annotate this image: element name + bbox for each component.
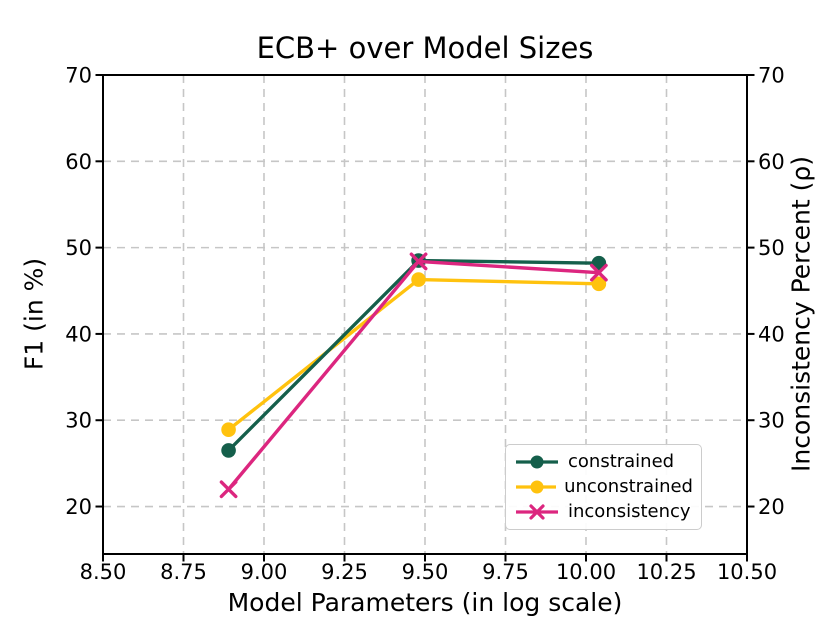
data-point-unconstrained <box>221 422 236 438</box>
legend-item-unconstrained: unconstrained <box>514 474 693 499</box>
x-tick-label: 9.00 <box>241 560 288 584</box>
data-point-constrained <box>221 443 236 458</box>
legend-item-constrained: constrained <box>514 449 693 474</box>
chart-title: ECB+ over Model Sizes <box>256 31 594 65</box>
y-tick-label-right: 60 <box>758 150 785 174</box>
data-point-inconsistency <box>219 480 238 499</box>
series-line-unconstrained <box>226 277 601 432</box>
y-tick-label-left: 70 <box>65 64 92 88</box>
legend-label: constrained <box>568 450 675 472</box>
y-axis-label-right: Inconsistency Percent (ρ) <box>786 155 816 473</box>
y-tick-label-left: 40 <box>65 322 92 346</box>
y-axis-label-left: F1 (in %) <box>19 257 49 371</box>
y-tick-label-right: 30 <box>758 409 785 433</box>
x-tick-label: 10.50 <box>717 560 777 584</box>
x-tick-label: 8.75 <box>160 560 207 584</box>
y-tick-label-right: 50 <box>758 236 785 260</box>
y-tick-label-left: 50 <box>65 236 92 260</box>
legend-marker-circle-icon <box>516 480 557 494</box>
legend: constrained unconstrained inconsistency <box>505 444 702 530</box>
legend-marker-circle-icon <box>516 455 558 469</box>
y-tick-label-left: 30 <box>65 409 92 433</box>
legend-label: inconsistency <box>568 501 691 523</box>
legend-marker-x-icon <box>516 504 558 520</box>
x-tick-label: 9.50 <box>402 560 449 584</box>
y-tick-label-right: 20 <box>758 495 785 519</box>
y-tick-label-left: 20 <box>65 495 92 519</box>
y-tick-label-right: 40 <box>758 322 785 346</box>
legend-item-inconsistency: inconsistency <box>514 500 693 525</box>
x-tick-label: 10.00 <box>556 560 616 584</box>
x-tick-label: 9.75 <box>482 560 529 584</box>
x-tick-label: 10.25 <box>636 560 696 584</box>
x-tick-label: 8.50 <box>80 560 127 584</box>
data-point-inconsistency <box>409 252 428 271</box>
legend-label: unconstrained <box>564 475 693 497</box>
x-tick-label: 9.25 <box>321 560 368 584</box>
data-point-unconstrained <box>591 276 607 292</box>
y-tick-label-left: 60 <box>65 150 92 174</box>
data-point-inconsistency <box>589 263 608 282</box>
data-point-unconstrained <box>411 272 426 287</box>
x-axis-label: Model Parameters (in log scale) <box>227 588 623 617</box>
y-tick-label-right: 70 <box>758 64 785 88</box>
